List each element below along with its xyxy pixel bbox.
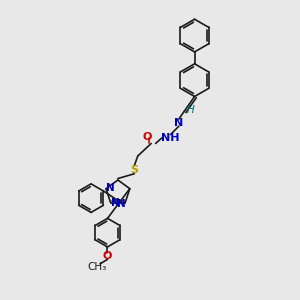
- Text: S: S: [130, 165, 138, 175]
- Text: N: N: [117, 199, 125, 209]
- Text: H: H: [187, 105, 195, 115]
- Text: O: O: [103, 251, 112, 261]
- Text: O: O: [143, 132, 152, 142]
- Text: N: N: [106, 183, 115, 193]
- Text: N: N: [174, 118, 184, 128]
- Text: N: N: [111, 199, 120, 208]
- Text: CH₃: CH₃: [88, 262, 107, 272]
- Text: NH: NH: [161, 133, 180, 143]
